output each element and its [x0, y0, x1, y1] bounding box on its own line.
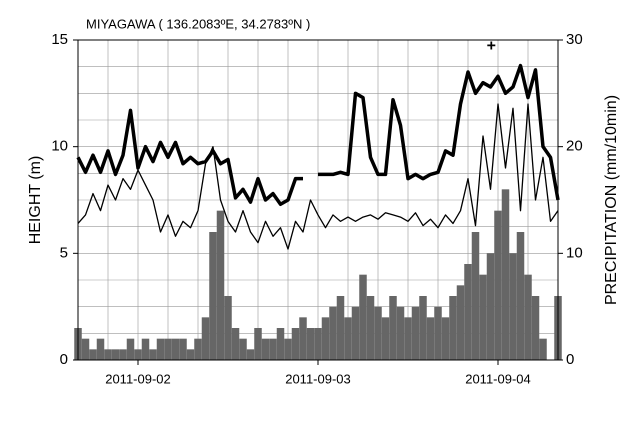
precip-bar: [119, 349, 127, 360]
precip-bar: [209, 232, 217, 360]
y2-tick-label: 10: [566, 244, 583, 261]
precip-bar: [456, 285, 465, 360]
precip-bar: [449, 296, 457, 360]
x-tick-label: 2011-09-03: [285, 371, 351, 386]
precip-bar: [509, 253, 517, 360]
precip-bar: [284, 338, 292, 360]
precip-bar: [156, 338, 165, 360]
precip-bar: [434, 306, 442, 360]
precip-bar: [539, 338, 547, 360]
precip-bar: [269, 338, 277, 360]
y2-axis-label: PRECIPITATION (mm/10min): [603, 95, 620, 305]
precip-bar: [441, 317, 450, 360]
precip-bar: [89, 349, 97, 360]
y-tick-label: 10: [51, 138, 68, 155]
precip-bar: [299, 317, 307, 360]
precip-bar: [306, 328, 315, 360]
precip-bar: [501, 189, 510, 360]
y-tick-label: 0: [60, 351, 68, 368]
y-tick-label: 15: [51, 31, 68, 48]
precip-bar: [179, 338, 187, 360]
precip-bar: [524, 274, 532, 360]
precip-bar: [374, 306, 382, 360]
y-axis-label: HEIGHT (m): [27, 156, 44, 245]
precip-bar: [359, 274, 367, 360]
precip-bar: [126, 338, 135, 360]
precip-bar: [329, 306, 337, 360]
x-tick-label: 2011-09-04: [465, 371, 531, 386]
precip-bar: [104, 349, 112, 360]
precip-bar: [81, 338, 90, 360]
precip-bar: [471, 232, 480, 360]
annotation-marker: +: [487, 38, 496, 55]
precip-bar: [231, 328, 240, 360]
y2-tick-label: 20: [566, 138, 583, 155]
precip-bar: [366, 296, 375, 360]
precip-bar: [111, 349, 120, 360]
precip-bar: [186, 349, 195, 360]
y-tick-label: 5: [60, 244, 68, 261]
precip-bar: [404, 317, 412, 360]
height-line: [77, 103, 559, 250]
precip-bar: [314, 328, 322, 360]
precip-bar: [464, 264, 472, 360]
precip-bar: [96, 338, 105, 360]
precip-bar: [389, 296, 397, 360]
precip-bar: [239, 338, 247, 360]
precip-bar: [381, 317, 390, 360]
precip-bar: [486, 253, 495, 360]
height-line: [76, 63, 560, 207]
precip-bar: [134, 349, 142, 360]
precip-bar: [141, 338, 150, 360]
precip-bar: [224, 296, 232, 360]
precip-bar: [276, 328, 285, 360]
precip-bar: [344, 317, 352, 360]
precip-bar: [164, 338, 172, 360]
precip-bar: [254, 328, 262, 360]
precip-bar: [419, 296, 427, 360]
precip-bar: [426, 317, 435, 360]
precip-bar: [216, 210, 225, 360]
precip-bar: [336, 296, 345, 360]
precip-bar: [351, 306, 360, 360]
precip-bar: [194, 338, 202, 360]
x-tick-label: 2011-09-02: [105, 371, 171, 386]
precip-bar: [261, 338, 270, 360]
precip-bar: [149, 349, 157, 360]
precip-bar: [411, 306, 420, 360]
precip-bar: [321, 317, 330, 360]
precip-bar: [494, 210, 502, 360]
precip-bar: [531, 296, 540, 360]
precip-bar: [516, 232, 525, 360]
precip-bar: [396, 306, 405, 360]
precip-bar: [479, 274, 487, 360]
precip-bar: [246, 349, 255, 360]
y2-tick-label: 0: [566, 351, 574, 368]
precip-bar: [171, 338, 180, 360]
chart-title: MIYAGAWA ( 136.2083ºE, 34.2783ºN ): [86, 16, 310, 31]
y2-tick-label: 30: [566, 31, 583, 48]
precip-bar: [291, 328, 300, 360]
precip-bar: [201, 317, 210, 360]
